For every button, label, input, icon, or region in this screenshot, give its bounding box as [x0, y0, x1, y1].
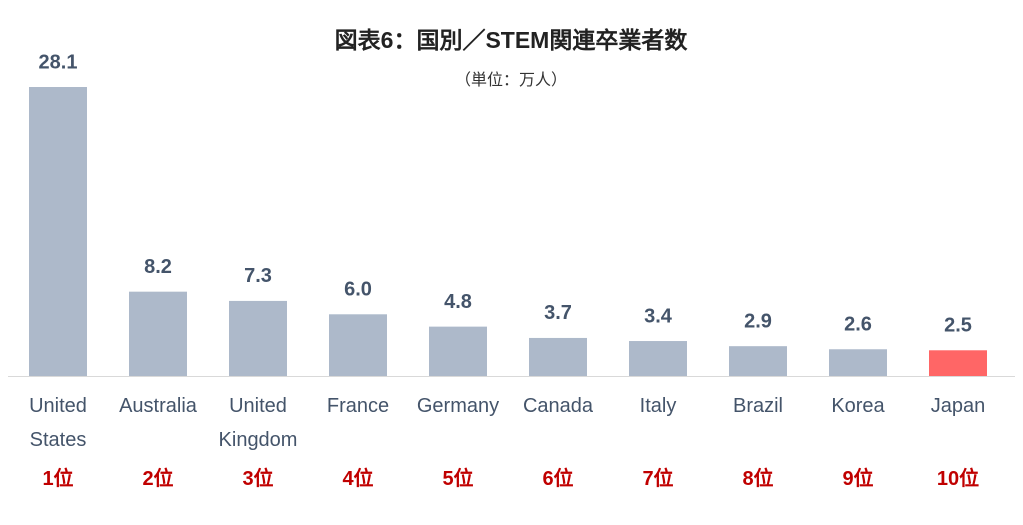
- value-label: 28.1: [39, 51, 78, 73]
- bar: [229, 300, 287, 376]
- bar: [929, 350, 987, 376]
- x-tick-label: Japan: [930, 395, 986, 417]
- value-label: 3.7: [544, 302, 572, 324]
- bar: [729, 346, 787, 376]
- value-label: 4.8: [444, 291, 472, 313]
- rank-label: 4位: [342, 468, 374, 490]
- x-tick-label: Canada: [522, 395, 594, 417]
- rank-label: 10位: [936, 468, 980, 490]
- value-label: 3.4: [644, 305, 673, 327]
- value-label: 8.2: [144, 256, 172, 278]
- value-label: 2.6: [844, 314, 872, 336]
- x-tick-label: Australia: [119, 395, 197, 417]
- value-label: 2.9: [744, 310, 772, 332]
- rank-label: 3位: [242, 468, 274, 490]
- rank-label: 5位: [442, 468, 474, 490]
- bar: [629, 341, 687, 376]
- bar: [429, 326, 487, 376]
- bar: [529, 337, 587, 376]
- bar: [829, 349, 887, 376]
- bar: [29, 87, 87, 376]
- x-tick-label: United States: [29, 395, 87, 451]
- value-label: 2.5: [944, 315, 972, 337]
- x-tick-label: Italy: [639, 395, 677, 417]
- value-label: 7.3: [244, 265, 272, 287]
- rank-label: 6位: [542, 468, 574, 490]
- chart-subtitle: （単位：万人）: [455, 71, 567, 89]
- x-tick-label: United Kingdom: [218, 395, 298, 451]
- x-tick-label: France: [326, 395, 390, 417]
- rank-label: 1位: [42, 468, 74, 490]
- rank-label: 7位: [642, 468, 674, 490]
- rank-label: 8位: [742, 468, 774, 490]
- value-label: 6.0: [344, 279, 372, 301]
- x-tick-label: Brazil: [732, 395, 783, 417]
- x-tick-label: Germany: [416, 395, 500, 417]
- x-tick-label: Korea: [831, 395, 885, 417]
- chart-title: 図表6：国別／STEM関連卒業者数: [335, 27, 689, 53]
- bar: [129, 291, 187, 376]
- rank-label: 2位: [142, 468, 174, 490]
- bar: [329, 314, 387, 376]
- rank-label: 9位: [842, 468, 874, 490]
